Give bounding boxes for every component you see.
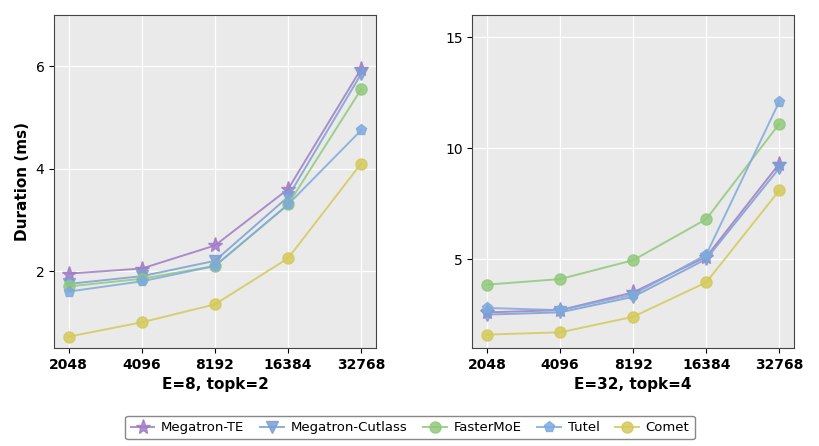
- X-axis label: E=8, topk=2: E=8, topk=2: [161, 377, 268, 392]
- Legend: Megatron-TE, Megatron-Cutlass, FasterMoE, Tutel, Comet: Megatron-TE, Megatron-Cutlass, FasterMoE…: [125, 416, 694, 439]
- Y-axis label: Duration (ms): Duration (ms): [15, 122, 30, 241]
- X-axis label: E=32, topk=4: E=32, topk=4: [573, 377, 691, 392]
